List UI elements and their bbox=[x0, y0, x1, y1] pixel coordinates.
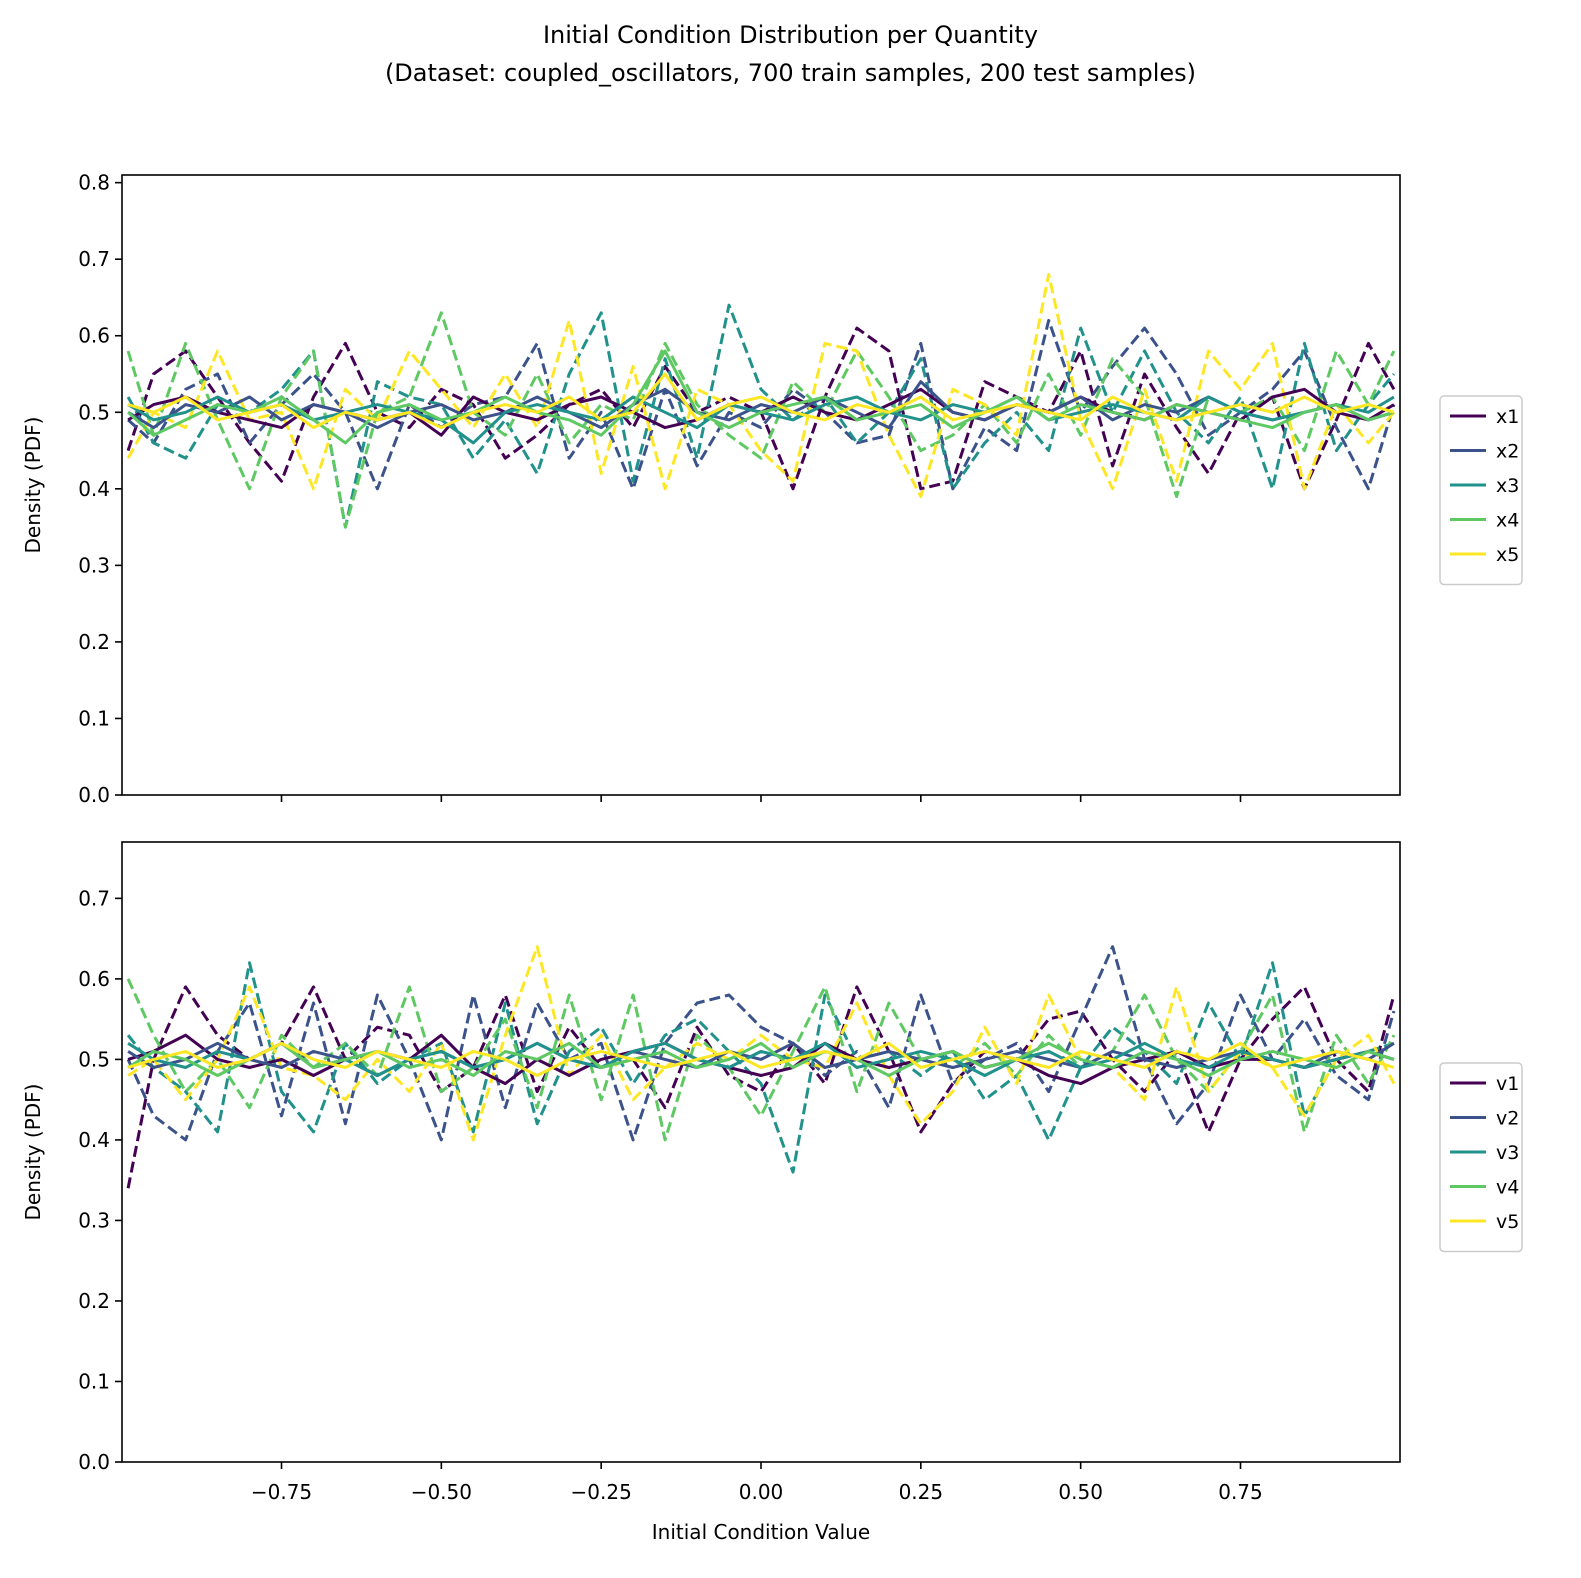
x-tick-label: 0.50 bbox=[1058, 1480, 1103, 1504]
y-tick-label: 0.3 bbox=[78, 553, 110, 577]
series-x5-train-line bbox=[127, 372, 1395, 430]
y-tick-label: 0.7 bbox=[78, 247, 110, 271]
figure-title-line-2: (Dataset: coupled_oscillators, 700 train… bbox=[384, 59, 1197, 87]
y-axis-label: Density (PDF) bbox=[21, 417, 45, 554]
y-tick-label: 0.4 bbox=[78, 477, 110, 501]
series-v1-test-line bbox=[126, 985, 1396, 1189]
y-tick-label: 0.4 bbox=[78, 1128, 110, 1152]
legend-label-x5: x5 bbox=[1496, 544, 1519, 566]
legend-label-v3: v3 bbox=[1496, 1142, 1519, 1164]
y-tick-label: 0.1 bbox=[78, 1369, 110, 1393]
y-tick-label: 0.7 bbox=[78, 886, 110, 910]
y-tick-label: 0.3 bbox=[78, 1208, 110, 1232]
series-x4-train-line bbox=[127, 349, 1395, 445]
axes-frame bbox=[121, 174, 1401, 796]
x-tick-label: 0.75 bbox=[1218, 1480, 1263, 1504]
y-tick-label: 0.2 bbox=[78, 1289, 110, 1313]
legend-label-v4: v4 bbox=[1496, 1177, 1519, 1199]
x-tick-label: 0.00 bbox=[739, 1480, 784, 1504]
legend: v1 v2 v3 v4 v5 bbox=[1439, 1062, 1523, 1253]
legend-label-v1: v1 bbox=[1496, 1073, 1519, 1095]
figure-title-line-1: Initial Condition Distribution per Quant… bbox=[542, 21, 1039, 49]
x-tick-label: −0.25 bbox=[571, 1480, 632, 1504]
y-tick-label: 0.5 bbox=[78, 400, 110, 424]
legend-label-v5: v5 bbox=[1496, 1211, 1519, 1233]
y-tick-label: 0.0 bbox=[78, 1450, 110, 1474]
series-x4-test-line bbox=[126, 311, 1396, 529]
legend-label-x2: x2 bbox=[1496, 441, 1519, 463]
legend-box bbox=[1439, 1062, 1523, 1253]
subplot-2: 0.0 0.1 0.2 0.3 0.4 0.5 0.6 0.7 −0.75 −0.50 −0.25 0… bbox=[21, 841, 1523, 1544]
y-tick-label: 0.0 bbox=[78, 783, 110, 807]
x-tick-label: −0.75 bbox=[251, 1480, 312, 1504]
x-tick-label: −0.50 bbox=[411, 1480, 472, 1504]
y-tick-label: 0.2 bbox=[78, 630, 110, 654]
y-tick-label: 0.5 bbox=[78, 1047, 110, 1071]
series-v4-train-line bbox=[127, 1041, 1395, 1077]
series-x5-test-line bbox=[126, 273, 1396, 498]
series-v5-train-line bbox=[127, 1041, 1395, 1077]
subplot-1: 0.0 0.1 0.2 0.3 0.4 0.5 0.6 0.7 0.8 Density (PDF)… bbox=[21, 171, 1523, 807]
y-tick-label: 0.8 bbox=[78, 171, 110, 195]
legend-label-v2: v2 bbox=[1496, 1108, 1519, 1130]
series-v5-test-line bbox=[127, 945, 1396, 1142]
legend-label-x3: x3 bbox=[1496, 475, 1519, 497]
y-axis-label: Density (PDF) bbox=[21, 1084, 45, 1221]
series-v2-test-line bbox=[126, 945, 1396, 1142]
y-tick-label: 0.6 bbox=[78, 324, 110, 348]
y-tick-label: 0.6 bbox=[78, 967, 110, 991]
axes-frame bbox=[121, 841, 1401, 1463]
legend: x1 x2 x3 x4 x5 bbox=[1439, 395, 1523, 586]
legend-box bbox=[1439, 395, 1523, 586]
y-tick-label: 0.1 bbox=[78, 706, 110, 730]
legend-label-x1: x1 bbox=[1496, 406, 1519, 428]
series-x2-test-line bbox=[127, 318, 1396, 491]
x-tick-label: 0.25 bbox=[899, 1480, 944, 1504]
x-axis-label: Initial Condition Value bbox=[652, 1520, 870, 1544]
figure-title: Initial Condition Distribution per Quant… bbox=[0, 16, 1581, 92]
legend-label-x4: x4 bbox=[1496, 510, 1519, 532]
